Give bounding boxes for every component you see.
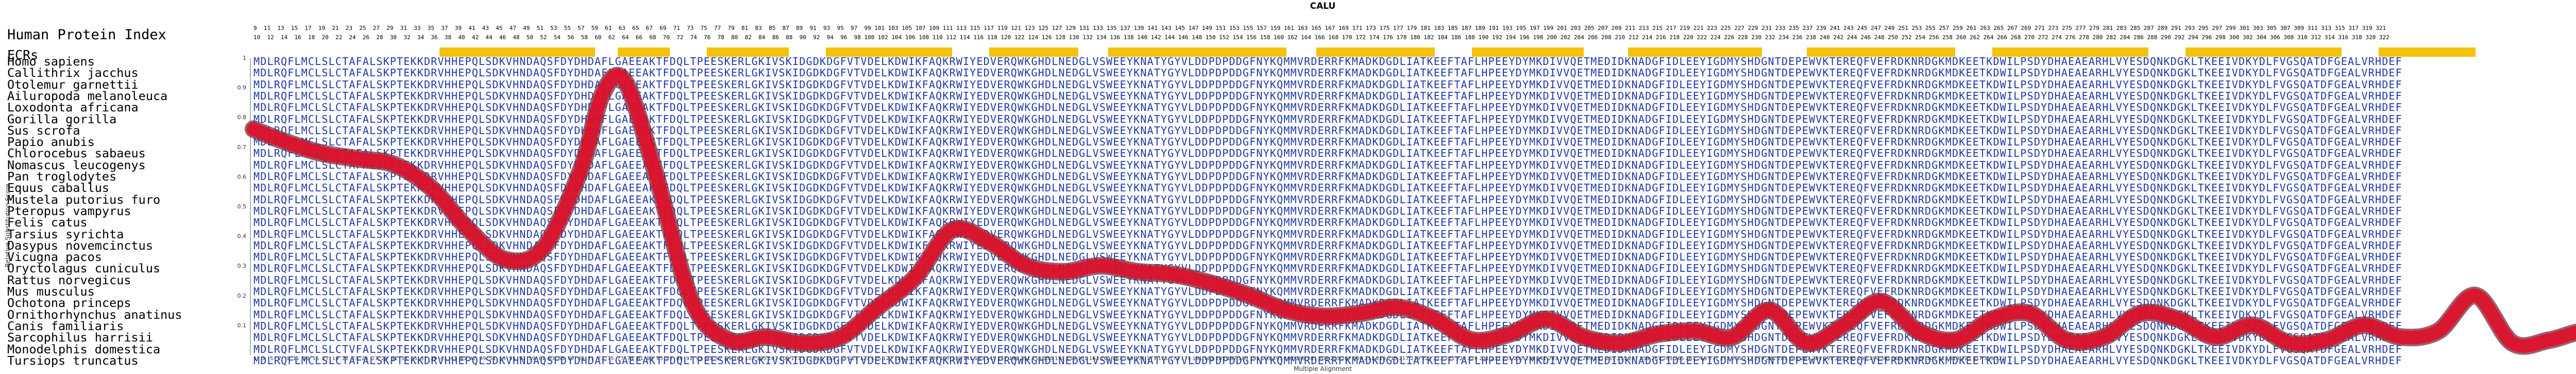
- x-axis-tick-labels: 1 3 5 7 9 11 13 15 17 19 21 23 25 27 29 …: [253, 356, 2006, 362]
- species-name: Felis catus: [7, 215, 88, 230]
- ecr-band: [253, 47, 2576, 57]
- sequence-row: MDLRQFLMCLSLCTAFALSKPTEKKDRVHHEPQLSDKVHN…: [253, 113, 2402, 125]
- sequence-row: MDLRQFLMCLSLCTAFALSKPTEKKDRVHHEPQLSDKVHN…: [253, 320, 2402, 332]
- species-name: Pteropus vampyrus: [7, 203, 131, 218]
- species-name: Ailuropoda melanoleuca: [7, 88, 168, 103]
- hpi-index-row-2: 10 12 14 16 18 20 22 24 26 28 30 32 34 3…: [253, 34, 2389, 41]
- species-name: Nomascus leucogenys: [7, 157, 146, 172]
- y-tick-label: 0.8: [238, 114, 247, 121]
- hpi-index-row-1: 9 11 13 15 17 19 21 23 25 27 29 31 33 35…: [253, 25, 2386, 31]
- y-tick-label: 0.2: [238, 292, 247, 299]
- ecr-segment: [617, 47, 670, 57]
- ecr-segment: [1806, 47, 1956, 57]
- ecr-segment: [989, 47, 1079, 57]
- y-axis-title: Relative Substitution Score: [4, 183, 11, 268]
- species-name: Ornithorhynchus anatinus: [7, 307, 182, 322]
- y-tick-label: 1: [243, 55, 246, 61]
- chart-title: CALU: [1310, 1, 1336, 11]
- y-tick-label: 0.6: [238, 173, 247, 180]
- human-protein-index-label: Human Protein Index: [7, 27, 166, 43]
- species-name: Tarsius syrichta: [7, 226, 124, 241]
- sequence-row: MDLRQFLMCLSLCTAFALSKPTEKKDRVHHEPQLSDKVHN…: [253, 78, 2402, 90]
- y-tick-label: 0.3: [238, 263, 247, 269]
- y-tick-label: 0.9: [238, 85, 247, 91]
- species-name: Monodelphis domestica: [7, 342, 161, 356]
- sequence-row: MDLRQFLMCLSLCTAFALSKPTEKKDRVHHEPQLSDKVHN…: [253, 193, 2402, 205]
- ecr-segment: [1472, 47, 1584, 57]
- sequence-row: MDLRQFLMCLSLCTAFALSKPTEKKDRVHHEPQLSDKVHN…: [253, 124, 2402, 136]
- sequence-row: MDLRQFLMCLSLCTAFALSKPTEKKDRVHHEPQLSDKVHN…: [253, 148, 2402, 159]
- sequence-row: MDLRQFLMCLSLCTAFALSKPTEKKDRVHHEPQLSDKVHN…: [253, 251, 2402, 263]
- ecr-label: ECRs: [7, 47, 39, 62]
- species-name: Ochotona princeps: [7, 296, 131, 311]
- species-name: Sarcophilus harrisii: [7, 330, 153, 345]
- sequence-row: MDLRQFLMCLSLCTAFALSKPTEKKDRVHHEPQLSDKVHN…: [253, 274, 2402, 286]
- sequence-row: MDLRQFLMCLSLCTAFALSKPTEKKDRVHHEPQLSDKVHN…: [253, 228, 2402, 240]
- species-name: Gorilla gorilla: [7, 111, 117, 126]
- sequence-row: MDLRQFLMCLSLCTAFALSKPTEKKDRVHHEPQLSDKVHN…: [253, 67, 2402, 79]
- species-name: Dasypus novemcinctus: [7, 238, 153, 253]
- species-name: Canis familiaris: [7, 318, 124, 333]
- species-name: Papio anubis: [7, 135, 95, 150]
- y-tick-label: 0.5: [238, 203, 247, 210]
- ecr-segment: [825, 47, 952, 57]
- sequence-row: MDLRQFLMCLSLCTAFALSKPTEKKDRVHHEPQLSDKVHN…: [253, 136, 2402, 148]
- ecr-segment: [2379, 47, 2476, 57]
- ecr-segment: [1628, 47, 1762, 57]
- species-name: Tursiops truncatus: [7, 353, 139, 368]
- sequence-row: MDLRQFLMCLSLCTAFALSKPTEKKDRVHHEPQLSDKVHN…: [253, 205, 2402, 217]
- ecr-segment: [706, 47, 789, 57]
- x-axis-title: Multiple Alignment: [1294, 365, 1352, 372]
- ecr-segment: [1108, 47, 1286, 57]
- species-name: Equus caballus: [7, 181, 110, 196]
- y-tick-label: 0.7: [238, 144, 247, 151]
- species-name: Vicugna pacos: [7, 250, 102, 265]
- species-name: Pan troglodytes: [7, 169, 117, 184]
- y-tick-label: 0.4: [238, 233, 247, 240]
- sequence-row: MDLRQFLMCLSLCTAFALSKPTEKKDRVHHEPQLSDKVHN…: [253, 217, 2402, 229]
- species-name: Mus musculus: [7, 284, 95, 299]
- sequence-row: MDLRQFLMCLSLCTAFALSKPTEKKDRVHHEPQLSDKVHN…: [253, 286, 2402, 297]
- species-name: Otolemur garnettii: [7, 77, 139, 92]
- y-tick-label: 0.1: [238, 322, 247, 329]
- species-name: Sus scrofa: [7, 123, 80, 138]
- ecr-segment: [1992, 47, 2149, 57]
- sequence-row: MDLRQFLMCLSLCTAFALSKPTEKKDRVHHEPQLSDKVHN…: [253, 263, 2402, 274]
- ecr-segment: [439, 47, 596, 57]
- species-name: Homo sapiens: [7, 54, 95, 69]
- sequence-row: MDLRQFLMCLSLCTAFALSKPTEKKDRVHHEPQLSDKVHN…: [253, 171, 2402, 182]
- sequence-row: MDLRQFLMCLSLCTAFALSKPTEKKDRVHHEPQLSDKVHN…: [253, 90, 2402, 102]
- sequence-row: MDLRQFLMCLSLCTAFALSKPTEKKDRVHHEPQLSDKVHN…: [253, 102, 2402, 113]
- sequence-row: MDLRQFLMCLSLCTAFALSKPTEKKDRVHHEPQLSDKVHN…: [253, 159, 2402, 171]
- species-name: Oryctolagus cuniculus: [7, 261, 161, 276]
- species-name: Rattus norvegicus: [7, 272, 131, 287]
- sequence-row: MDLRQFLMCLSLCTAFALSKPTEKKDRVHHEPQLSDKVHN…: [253, 239, 2402, 251]
- sequence-row: MDLRQFLMCLSLCTAFALSKPTEKKDRVHHEPQLSDKVHN…: [253, 354, 2402, 366]
- species-name: Chlorocebus sabaeus: [7, 146, 146, 161]
- sequence-row: MDLRQFLMCLSLCTAFALSKPTEKKDRVHHEPQLSDKVHN…: [253, 182, 2402, 194]
- ecr-segment: [1316, 47, 1435, 57]
- species-name: Callithrix jacchus: [7, 66, 139, 80]
- ecr-segment: [2185, 47, 2342, 57]
- sequence-row: MDLRQFLMCLSLCTAFALSKPTEKKDRVHHEPQLSDKVHN…: [253, 56, 2402, 67]
- species-name: Loxodonta africana: [7, 100, 139, 115]
- score-curve: [247, 69, 2576, 353]
- species-name: Mustela putorius furo: [7, 192, 161, 207]
